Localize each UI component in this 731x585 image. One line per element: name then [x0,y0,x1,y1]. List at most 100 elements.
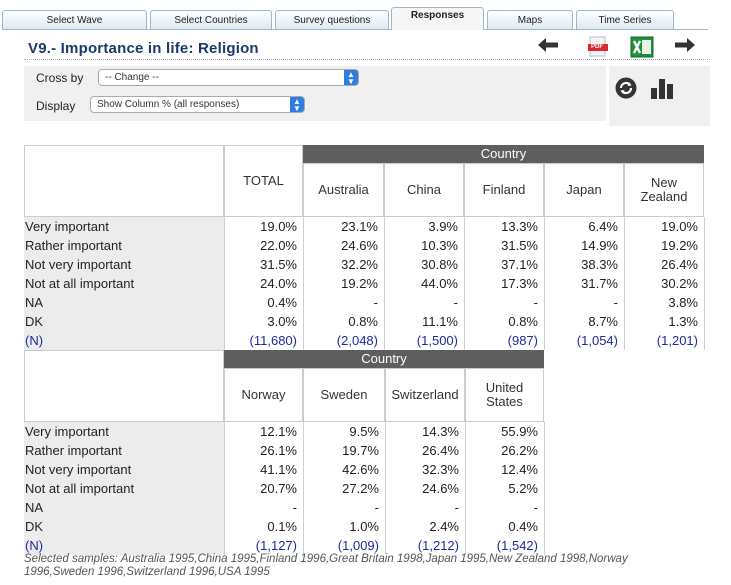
table-cell: 0.8% [348,314,378,329]
table-cell: 12.4% [501,462,538,477]
table-cell: 10.3% [421,238,458,253]
tab-select-wave[interactable]: Select Wave [2,10,147,29]
table-cell: 26.2% [501,443,538,458]
table-cell: 37.1% [501,257,538,272]
table-cell: 38.3% [581,257,618,272]
table-cell: 19.0% [260,219,297,234]
row-label-band [24,217,224,236]
display-value: Show Column % (all responses) [97,99,240,110]
row-label: Not very important [25,462,132,477]
row-label-band [24,422,224,441]
table-cell: 0.4% [508,519,538,534]
table-cell: - [374,500,379,515]
row-label-band [24,255,224,274]
table-cell: 32.2% [341,257,378,272]
table-cell: 22.0% [260,238,297,253]
table-cell: 3.9% [428,219,458,234]
arrow-left-icon[interactable] [536,36,560,54]
table-cell: 44.0% [421,276,458,291]
row-label-band [24,441,224,460]
table-cell: 13.3% [501,219,538,234]
table-cell: - [453,295,458,310]
row-label-band [24,236,224,255]
pdf-icon[interactable]: PDF [587,36,609,58]
column-header[interactable]: Australia [303,163,384,217]
tab-survey-questions[interactable]: Survey questions [275,10,389,29]
refresh-icon[interactable] [614,76,638,100]
table-cell: 31.5% [501,238,538,253]
column-divider [385,422,386,555]
table-cell: (987) [507,333,538,348]
row-label: DK [25,314,44,329]
column-divider [544,422,545,555]
column-divider [544,217,545,350]
row-label-band [24,274,224,293]
row-label-band [24,312,224,331]
row-label: Not at all important [25,276,135,291]
bar-chart-icon[interactable] [649,76,675,100]
tab-responses[interactable]: Responses [391,7,484,30]
table-cell: 11.1% [422,314,458,329]
row-label-band [24,460,224,479]
chevron-updown-icon: ▲ ▼ [290,97,304,113]
display-select[interactable]: Show Column % (all responses) ▲ ▼ [90,96,305,113]
country-group-header: Country [303,145,704,163]
table-cell: 6.4% [588,219,618,234]
table-cell: (1,054) [576,333,618,348]
table-cell: (11,680) [249,333,297,348]
table-cell: (2,048) [336,333,378,348]
table-cell: (1,542) [496,538,538,553]
table-cell: (1,500) [416,333,458,348]
table-cell: 12.1% [260,424,297,439]
cross-by-label: Cross by [36,71,84,85]
table-cell: (1,127) [255,538,297,553]
table-cell: 14.3% [422,424,459,439]
page-title: V9.- Importance in life: Religion [28,40,259,57]
row-label: NA [25,295,44,310]
row-label: (N) [25,333,44,348]
table-cell: - [292,500,297,515]
column-divider [704,217,705,350]
column-header[interactable]: Norway [224,368,303,422]
excel-icon[interactable] [630,36,654,58]
column-header[interactable]: TOTAL [224,145,303,217]
responses-table-2: Country Norway Sweden Switzerland United Sta… [24,350,710,555]
column-header[interactable]: United States [465,368,544,422]
table-cell: 31.7% [581,276,618,291]
tab-select-countries[interactable]: Select Countries [150,10,272,29]
column-divider [624,217,625,350]
table-cell: 30.8% [421,257,458,272]
row-label: NA [25,500,44,515]
table-cell: 3.8% [668,295,698,310]
tab-maps[interactable]: Maps [487,10,573,29]
row-label: DK [25,519,44,534]
table-cell: (1,212) [417,538,459,553]
row-label: Rather important [25,443,122,458]
column-header[interactable]: Switzerland [385,368,465,422]
table-cell: 20.7% [260,481,297,496]
title-divider [24,59,710,60]
table-cell: - [533,500,538,515]
table-cell: 24.6% [422,481,459,496]
tab-time-series[interactable]: Time Series [576,10,674,29]
table-cell: - [373,295,378,310]
table-cell: 1.0% [349,519,379,534]
row-label: Not at all important [25,481,135,496]
arrow-right-icon[interactable] [673,36,697,54]
row-label: Very important [25,219,109,234]
display-label: Display [36,99,76,113]
column-header[interactable]: New Zealand [624,163,704,217]
column-header[interactable]: China [384,163,464,217]
column-header[interactable]: Sweden [303,368,385,422]
column-header[interactable]: Finland [464,163,544,217]
table-cell: 24.6% [341,238,378,253]
country-group-header: Country [224,350,544,368]
row-label: Very important [25,424,109,439]
table-cell: 26.4% [422,443,459,458]
table-corner-cell [24,350,224,422]
table-cell: 30.2% [661,276,698,291]
row-label-band [24,479,224,498]
column-header[interactable]: Japan [544,163,624,217]
cross-by-select[interactable]: -- Change -- ▲ ▼ [98,69,359,86]
table-cell: 19.7% [342,443,379,458]
